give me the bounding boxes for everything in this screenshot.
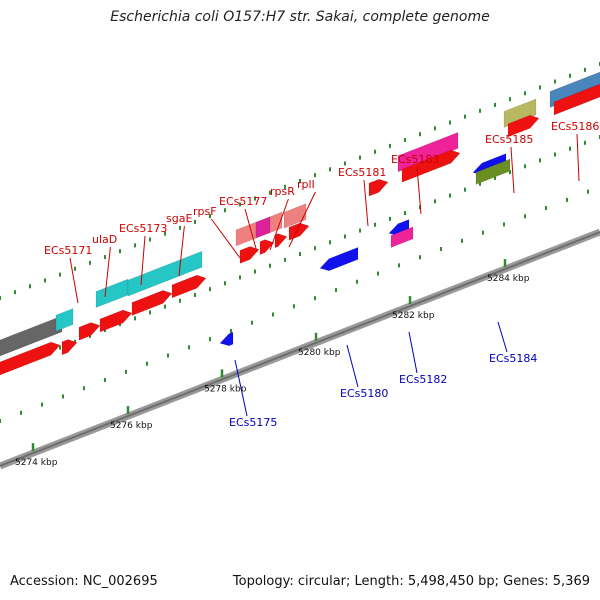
forward-gene-arrow: [99, 309, 133, 333]
gene-label-forward: rplI: [297, 178, 315, 191]
reverse-gene-arrow: [475, 158, 511, 185]
leader-line: [288, 191, 316, 248]
leader-line: [346, 344, 359, 388]
gene-label-forward: ECs5183: [391, 153, 439, 166]
forward-gene-arrow: [171, 274, 207, 299]
leader-line: [576, 133, 580, 182]
gene-label-forward: ECs5173: [119, 222, 167, 235]
scale-ticks: 5274 kbp 5276 kbp 5278 kbp 5280 kbp 5282 kbp…: [15, 259, 530, 468]
annotation-block: [235, 221, 257, 247]
leader-line: [408, 331, 418, 374]
forward-gene-arrow: [239, 246, 260, 264]
leader-line: [497, 321, 508, 353]
annotation-block: [397, 131, 459, 173]
gene-label-reverse: ECs5180: [340, 387, 388, 400]
leader-line: [69, 257, 79, 304]
gene-label-forward: sgaE: [166, 212, 192, 225]
forward-gene-arrow: [78, 322, 101, 341]
annotation-block: [503, 98, 537, 128]
leader-line: [363, 179, 369, 227]
label-leaders: [69, 133, 580, 417]
page-title: Escherichia coli O157:H7 str. Sakai, com…: [110, 9, 490, 25]
leader-line: [178, 225, 185, 277]
reverse-gene-arrow: [390, 226, 414, 248]
forward-gene-arrow: [368, 178, 389, 197]
scale-tick-label: 5278 kbp: [204, 384, 247, 394]
scale-tick-label: 5282 kbp: [392, 311, 435, 321]
forward-gene-arrow: [401, 149, 461, 183]
annotation-block: [55, 308, 74, 332]
gene-label-forward: ECs5185: [485, 133, 533, 146]
forward-gene-arrow: [274, 233, 288, 249]
genome-info-text: Topology: circular; Length: 5,498,450 bp…: [232, 574, 590, 589]
leader-line: [210, 218, 241, 259]
scale-tick-label: 5274 kbp: [15, 458, 58, 468]
backbone: [0, 228, 600, 470]
scale-tick-label: 5276 kbp: [110, 421, 153, 431]
scale-tick-label: 5284 kbp: [487, 274, 530, 284]
leader-line: [234, 359, 248, 417]
reverse-gene-arrow: [319, 246, 359, 272]
forward-gene-arrow: [259, 239, 275, 256]
leader-line: [416, 166, 422, 215]
leader-line: [244, 208, 258, 253]
gene-features: [0, 71, 600, 376]
gene-label-forward: ulaD: [92, 233, 117, 246]
gene-label-forward: ECs5181: [338, 166, 386, 179]
forward-gene-arrow: [61, 339, 78, 356]
gene-label-forward: rpsF: [193, 205, 217, 218]
annotation-block: [0, 315, 63, 357]
leader-line: [510, 146, 515, 194]
annotation-block: [255, 216, 271, 239]
annotation-block: [127, 250, 203, 297]
annotation-block: [269, 211, 283, 234]
gene-label-reverse: ECs5184: [489, 352, 537, 365]
annotation-block: [283, 203, 307, 229]
forward-gene-arrow: [553, 83, 600, 116]
gene-label-reverse: ECs5182: [399, 373, 447, 386]
annotation-block: [95, 278, 129, 308]
forward-gene-arrow: [507, 114, 540, 138]
gene-label-forward: ECs5171: [44, 244, 92, 257]
leader-line: [104, 246, 111, 298]
forward-gene-arrow: [131, 290, 173, 316]
scale-tick-label: 5280 kbp: [298, 348, 341, 358]
gene-label-forward: rpsR: [270, 185, 295, 198]
reverse-gene-arrow: [219, 331, 234, 347]
gene-label-reverse: ECs5175: [229, 416, 277, 429]
gene-label-forward: ECs5177: [219, 195, 267, 208]
leader-line: [140, 235, 146, 286]
accession-text: Accession: NC_002695: [10, 574, 158, 589]
forward-gene-arrow: [0, 341, 61, 376]
track-dots: [0, 62, 600, 423]
annotation-block: [549, 71, 600, 108]
gene-label-forward: ECs5186: [551, 120, 599, 133]
gene-labels: ECs5171ulaDECs5173sgaErpsFECs5177rpsRrpl…: [44, 120, 599, 429]
leader-line: [269, 198, 289, 251]
